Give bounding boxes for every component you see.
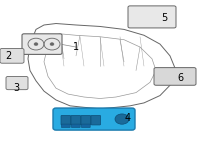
- Text: 2: 2: [5, 51, 11, 61]
- FancyBboxPatch shape: [81, 124, 90, 128]
- FancyBboxPatch shape: [22, 34, 62, 54]
- Circle shape: [34, 43, 38, 46]
- FancyBboxPatch shape: [71, 115, 81, 125]
- FancyBboxPatch shape: [81, 115, 91, 125]
- Text: 3: 3: [13, 83, 19, 93]
- FancyBboxPatch shape: [0, 49, 24, 63]
- FancyBboxPatch shape: [91, 115, 101, 125]
- FancyBboxPatch shape: [53, 108, 135, 130]
- FancyBboxPatch shape: [61, 124, 70, 128]
- Text: 6: 6: [177, 73, 183, 83]
- FancyBboxPatch shape: [61, 115, 71, 125]
- Circle shape: [50, 43, 54, 46]
- FancyBboxPatch shape: [71, 124, 80, 128]
- Text: 5: 5: [161, 13, 167, 23]
- FancyBboxPatch shape: [128, 6, 176, 28]
- FancyBboxPatch shape: [6, 76, 28, 90]
- Text: 1: 1: [73, 42, 79, 52]
- Circle shape: [115, 114, 129, 124]
- Text: 4: 4: [125, 113, 131, 123]
- FancyBboxPatch shape: [154, 68, 196, 85]
